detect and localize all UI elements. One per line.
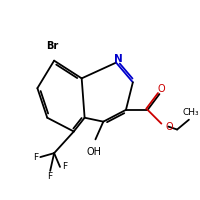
Text: F: F [33,153,38,162]
Text: Br: Br [46,41,58,51]
Text: CH₃: CH₃ [183,108,199,117]
Text: O: O [165,122,173,132]
Text: O: O [158,84,165,94]
Text: F: F [62,162,68,171]
Text: F: F [48,172,53,181]
Text: N: N [114,54,122,64]
Text: OH: OH [87,147,102,157]
